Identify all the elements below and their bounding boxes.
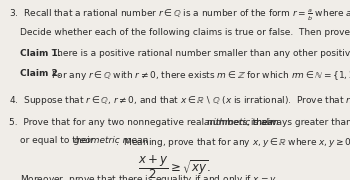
Text: .  Meaning, prove that for any $x, y \in \mathbb{R}$ where $x, y \geq 0$,: . Meaning, prove that for any $x, y \in …	[115, 136, 350, 149]
Text: $\dfrac{x+y}{2} \geq \sqrt{xy}.$: $\dfrac{x+y}{2} \geq \sqrt{xy}.$	[138, 153, 212, 180]
Text: arithmetic mean: arithmetic mean	[204, 118, 279, 127]
Text: Claim 1.: Claim 1.	[20, 49, 62, 58]
Text: Moreover, prove that there is equality if and only if $x = y$.: Moreover, prove that there is equality i…	[20, 173, 279, 180]
Text: Claim 2.: Claim 2.	[20, 69, 62, 78]
Text: There is a positive rational number smaller than any other positive rational num: There is a positive rational number smal…	[46, 49, 350, 58]
Text: geometric mean: geometric mean	[74, 136, 148, 145]
Text: or equal to their: or equal to their	[20, 136, 97, 145]
Text: For any $r \in \mathbb{Q}$ with $r \neq 0$, there exists $m \in \mathbb{Z}$ for : For any $r \in \mathbb{Q}$ with $r \neq …	[46, 69, 350, 82]
Text: Decide whether each of the following claims is true or false.  Then prove your a: Decide whether each of the following cla…	[20, 28, 350, 37]
Text: is always greater than: is always greater than	[248, 118, 350, 127]
Text: 4.  Suppose that $r \in \mathbb{Q}$, $r \neq 0$, and that $x \in \mathbb{R} \set: 4. Suppose that $r \in \mathbb{Q}$, $r \…	[9, 94, 350, 107]
Text: 5.  Prove that for any two nonnegative real numbers, their: 5. Prove that for any two nonnegative re…	[9, 118, 276, 127]
Text: 3.  Recall that a rational number $r \in \mathbb{Q}$ is a number of the form $r : 3. Recall that a rational number $r \in …	[9, 8, 350, 23]
